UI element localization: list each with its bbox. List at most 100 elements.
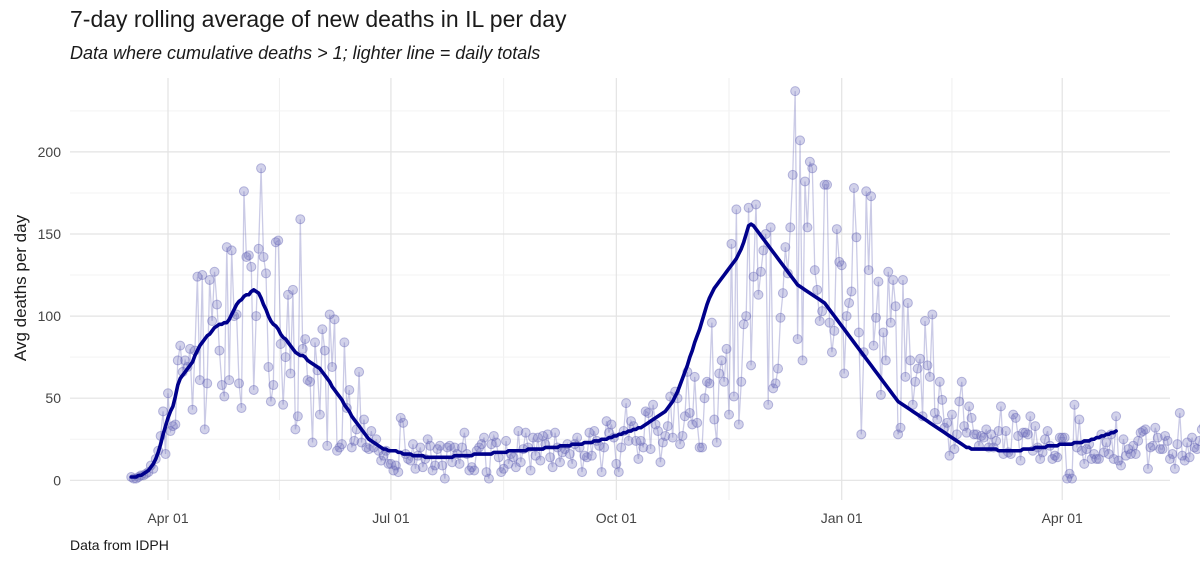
daily-point <box>234 378 245 389</box>
daily-point <box>1184 452 1195 463</box>
daily-point <box>430 460 441 471</box>
daily-point <box>219 391 230 402</box>
daily-point <box>626 416 637 427</box>
daily-point <box>479 432 490 443</box>
daily-point <box>378 450 389 461</box>
daily-point <box>797 355 808 366</box>
daily-point <box>1054 432 1065 443</box>
daily-point <box>812 284 823 295</box>
daily-point <box>535 455 546 466</box>
y-axis-title: Avg deaths per day <box>11 214 30 361</box>
daily-point <box>528 432 539 443</box>
daily-point <box>204 274 215 285</box>
daily-point <box>216 380 227 391</box>
daily-point <box>711 437 722 448</box>
daily-point <box>439 473 450 484</box>
daily-point <box>944 450 955 461</box>
daily-point <box>738 319 749 330</box>
daily-point <box>256 163 267 174</box>
daily-point <box>322 440 333 451</box>
daily-point <box>1018 427 1029 438</box>
daily-point <box>949 444 960 455</box>
daily-point <box>498 463 509 474</box>
daily-point <box>329 314 340 325</box>
daily-point <box>599 442 610 453</box>
daily-point <box>905 355 916 366</box>
daily-point <box>481 467 492 478</box>
daily-point <box>550 427 561 438</box>
daily-point <box>719 376 730 387</box>
daily-point <box>792 334 803 345</box>
daily-point <box>251 311 262 322</box>
daily-point <box>449 442 460 453</box>
daily-point <box>1116 460 1126 471</box>
daily-point <box>1133 435 1144 446</box>
daily-point <box>270 237 281 248</box>
daily-point <box>307 437 318 448</box>
daily-point <box>314 409 325 420</box>
daily-point <box>706 317 717 328</box>
daily-point <box>922 360 933 371</box>
daily-point <box>224 375 235 386</box>
daily-point <box>709 414 720 425</box>
daily-point <box>890 301 901 312</box>
daily-point <box>924 371 935 382</box>
daily-point <box>1074 414 1085 425</box>
daily-point <box>1052 452 1063 463</box>
daily-point <box>885 317 896 328</box>
daily-point <box>770 378 781 389</box>
daily-point <box>687 419 698 430</box>
daily-point <box>976 430 987 441</box>
daily-point <box>809 265 820 276</box>
daily-point <box>211 299 222 310</box>
daily-point <box>758 245 769 256</box>
daily-point <box>621 398 632 409</box>
daily-point <box>1157 444 1168 455</box>
daily-point <box>1120 450 1131 461</box>
daily-point <box>981 424 992 435</box>
daily-point <box>557 447 568 458</box>
daily-point <box>246 261 257 272</box>
daily-point <box>662 421 673 432</box>
daily-point <box>623 435 634 446</box>
daily-point <box>1150 422 1161 433</box>
daily-point <box>456 442 467 453</box>
daily-point <box>187 404 198 415</box>
daily-point <box>383 458 394 469</box>
daily-point <box>616 442 627 453</box>
daily-point <box>327 362 338 372</box>
daily-point <box>902 297 913 308</box>
daily-point <box>986 429 997 440</box>
daily-point <box>785 222 796 233</box>
daily-point <box>964 401 975 412</box>
daily-point <box>163 388 173 399</box>
daily-point <box>488 430 499 441</box>
daily-point <box>743 202 754 213</box>
daily-point <box>263 362 274 372</box>
daily-point <box>819 179 830 190</box>
daily-point <box>525 465 536 476</box>
daily-point <box>1108 453 1119 464</box>
daily-point <box>1111 411 1122 422</box>
daily-point <box>1142 463 1153 474</box>
daily-point <box>959 421 970 432</box>
daily-point <box>344 384 355 395</box>
daily-point <box>283 289 294 300</box>
chart-subtitle: Data where cumulative deaths > 1; lighte… <box>70 43 541 63</box>
daily-point <box>1113 455 1124 466</box>
daily-point <box>777 288 788 299</box>
daily-point <box>704 378 715 389</box>
daily-point <box>726 238 737 249</box>
daily-point <box>199 424 210 435</box>
daily-point <box>773 363 784 374</box>
daily-point <box>677 430 688 441</box>
daily-point <box>927 309 938 320</box>
daily-point <box>966 412 977 423</box>
daily-point <box>640 406 651 417</box>
daily-point <box>503 458 514 469</box>
daily-point <box>731 204 742 215</box>
daily-point <box>942 417 953 428</box>
daily-point <box>1035 453 1046 464</box>
daily-point <box>243 250 254 261</box>
daily-point <box>253 243 264 254</box>
